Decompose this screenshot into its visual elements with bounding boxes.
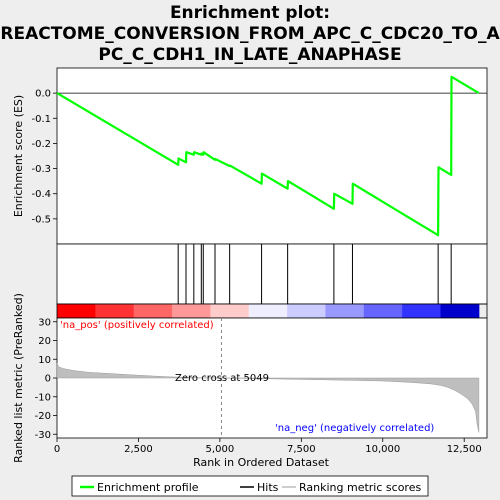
x-tick-label: 5,000 <box>206 444 235 455</box>
zero-cross-label: Zero cross at 5049 <box>175 373 269 384</box>
chart-title-line-3: PC_C_CDH1_IN_LATE_ANAPHASE <box>98 45 401 65</box>
legend-metric-label: Ranking metric scores <box>299 481 421 494</box>
legend-box <box>71 475 429 497</box>
metric-y-ticks: 30 20 10 0 -10 -20 -30 <box>35 317 57 441</box>
legend-hits-label: Hits <box>257 481 279 494</box>
es-y-tick-label: -0.4 <box>31 189 51 200</box>
chart-title-line-1: Enrichment plot: <box>170 3 330 23</box>
metric-y-tick-label: 30 <box>38 317 51 328</box>
es-y-tick-label: -0.5 <box>31 214 51 225</box>
ranking-bar-segment <box>57 304 96 318</box>
ranking-bar-segment <box>172 304 211 318</box>
ranking-bar-segment <box>287 304 326 318</box>
legend-enrichment-label: Enrichment profile <box>97 481 199 494</box>
ranking-bar-segment <box>210 304 250 318</box>
legend: Enrichment profile Hits Ranking metric s… <box>71 475 429 497</box>
ranking-bar-segment <box>95 304 135 318</box>
ranking-bar-segment <box>133 304 173 318</box>
hits-panel <box>56 243 488 305</box>
es-y-tick-label: -0.2 <box>31 139 51 150</box>
x-tick-label: 12,500 <box>447 444 482 455</box>
x-axis-ticks: 0 2,500 5,000 7,500 10,000 12,500 <box>54 438 482 455</box>
hits-panel-background <box>56 243 488 305</box>
x-tick-label: 0 <box>54 444 60 455</box>
pos-correlated-label: 'na_pos' (positively correlated) <box>60 320 214 331</box>
metric-panel: 30 20 10 0 -10 -20 -30 'na_pos' (positively co… <box>12 293 488 463</box>
x-tick-label: 2,500 <box>124 444 153 455</box>
metric-y-tick-label: 20 <box>38 336 51 347</box>
es-y-ticks: 0.0 -0.1 -0.2 -0.3 -0.4 -0.5 <box>31 89 57 225</box>
es-panel: 0.0 -0.1 -0.2 -0.3 -0.4 -0.5 Enrichment score… <box>12 67 488 245</box>
ranking-bar-segment <box>402 304 442 318</box>
es-y-tick-label: 0.0 <box>35 89 51 100</box>
neg-correlated-label: 'na_neg' (negatively correlated) <box>275 423 434 434</box>
metric-y-axis-label: Ranked list metric (PreRanked) <box>12 293 25 463</box>
x-tick-label: 10,000 <box>365 444 400 455</box>
ranking-bar-segment <box>440 304 480 318</box>
chart-title-line-2: REACTOME_CONVERSION_FROM_APC_C_CDC20_TO_… <box>0 24 500 44</box>
metric-y-tick-label: 0 <box>45 374 51 385</box>
es-y-tick-label: -0.1 <box>31 114 51 125</box>
metric-y-tick-label: 10 <box>38 355 51 366</box>
x-axis-label: Rank in Ordered Dataset <box>193 456 330 469</box>
metric-y-tick-label: -10 <box>35 392 51 403</box>
es-y-tick-label: -0.3 <box>31 164 51 175</box>
metric-y-tick-label: -20 <box>35 411 51 422</box>
x-tick-label: 7,500 <box>287 444 316 455</box>
ranking-metric-area <box>56 362 480 433</box>
ranking-color-bar <box>56 303 488 319</box>
ranking-bar-segment <box>363 304 403 318</box>
hit-markers <box>177 244 452 304</box>
metric-y-tick-label: -30 <box>35 430 51 441</box>
es-panel-background <box>56 67 488 245</box>
enrichment-profile-line <box>56 75 480 237</box>
ranking-bar-segment <box>325 304 365 318</box>
es-y-axis-label: Enrichment score (ES) <box>12 95 25 217</box>
ranking-bar-segment <box>248 304 288 318</box>
